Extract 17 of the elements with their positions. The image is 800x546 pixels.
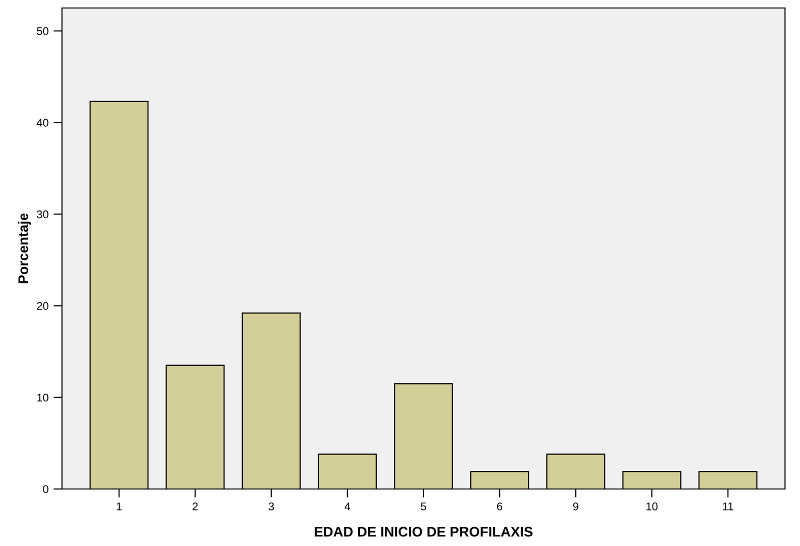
x-tick-label: 3 xyxy=(268,502,274,510)
y-axis-title: Porcentaje xyxy=(18,213,31,284)
y-tick-label: 10 xyxy=(37,394,48,402)
y-tick-label: 40 xyxy=(36,118,48,127)
y-tick-label: 20 xyxy=(37,302,48,310)
x-axis-title: EDAD DE INICIO DE PROFILAXIS xyxy=(314,526,533,537)
x-tick-label: 6 xyxy=(497,502,502,510)
y-tick-label: 50 xyxy=(36,27,48,36)
x-tick-label: 5 xyxy=(420,502,426,510)
x-tick-label: 10 xyxy=(646,502,658,510)
x-tick-label: 4 xyxy=(344,502,350,510)
y-tick-label: 30 xyxy=(36,210,48,218)
x-tick-label: 11 xyxy=(723,502,734,510)
x-tick-label: 9 xyxy=(573,502,578,510)
x-tick-label: 1 xyxy=(116,502,122,510)
y-tick-label: 0 xyxy=(43,485,48,494)
x-tick-label: 2 xyxy=(192,502,198,510)
